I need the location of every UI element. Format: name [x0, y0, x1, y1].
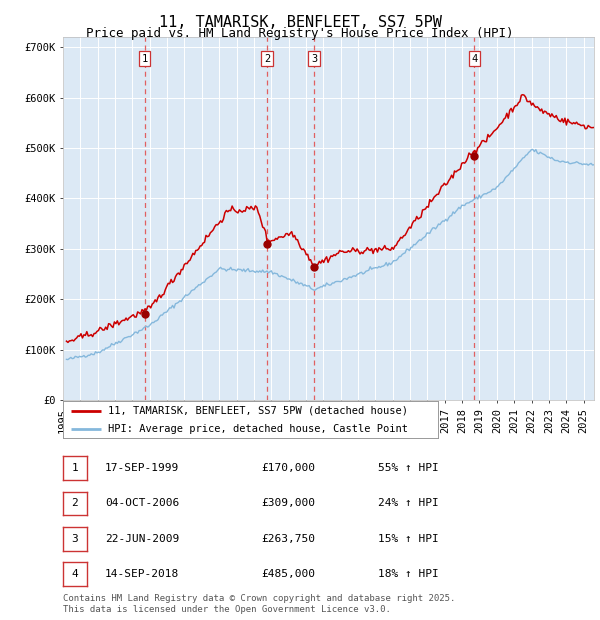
- Text: 2: 2: [71, 498, 79, 508]
- Text: Price paid vs. HM Land Registry's House Price Index (HPI): Price paid vs. HM Land Registry's House …: [86, 27, 514, 40]
- Text: 1: 1: [71, 463, 79, 473]
- Text: £170,000: £170,000: [261, 463, 315, 473]
- Text: 3: 3: [311, 53, 317, 63]
- Text: HPI: Average price, detached house, Castle Point: HPI: Average price, detached house, Cast…: [108, 423, 408, 433]
- Text: 3: 3: [71, 534, 79, 544]
- Text: 14-SEP-2018: 14-SEP-2018: [105, 569, 179, 579]
- Text: 4: 4: [472, 53, 478, 63]
- Text: 1: 1: [142, 53, 148, 63]
- Text: 24% ↑ HPI: 24% ↑ HPI: [378, 498, 439, 508]
- Text: £263,750: £263,750: [261, 534, 315, 544]
- Text: £309,000: £309,000: [261, 498, 315, 508]
- Text: 04-OCT-2006: 04-OCT-2006: [105, 498, 179, 508]
- Text: 4: 4: [71, 569, 79, 579]
- Text: 17-SEP-1999: 17-SEP-1999: [105, 463, 179, 473]
- Text: 55% ↑ HPI: 55% ↑ HPI: [378, 463, 439, 473]
- Text: 2: 2: [264, 53, 270, 63]
- Text: 15% ↑ HPI: 15% ↑ HPI: [378, 534, 439, 544]
- Text: £485,000: £485,000: [261, 569, 315, 579]
- Text: 22-JUN-2009: 22-JUN-2009: [105, 534, 179, 544]
- Text: Contains HM Land Registry data © Crown copyright and database right 2025.
This d: Contains HM Land Registry data © Crown c…: [63, 595, 455, 614]
- Text: 18% ↑ HPI: 18% ↑ HPI: [378, 569, 439, 579]
- Text: 11, TAMARISK, BENFLEET, SS7 5PW (detached house): 11, TAMARISK, BENFLEET, SS7 5PW (detache…: [108, 406, 408, 416]
- Text: 11, TAMARISK, BENFLEET, SS7 5PW: 11, TAMARISK, BENFLEET, SS7 5PW: [158, 15, 442, 30]
